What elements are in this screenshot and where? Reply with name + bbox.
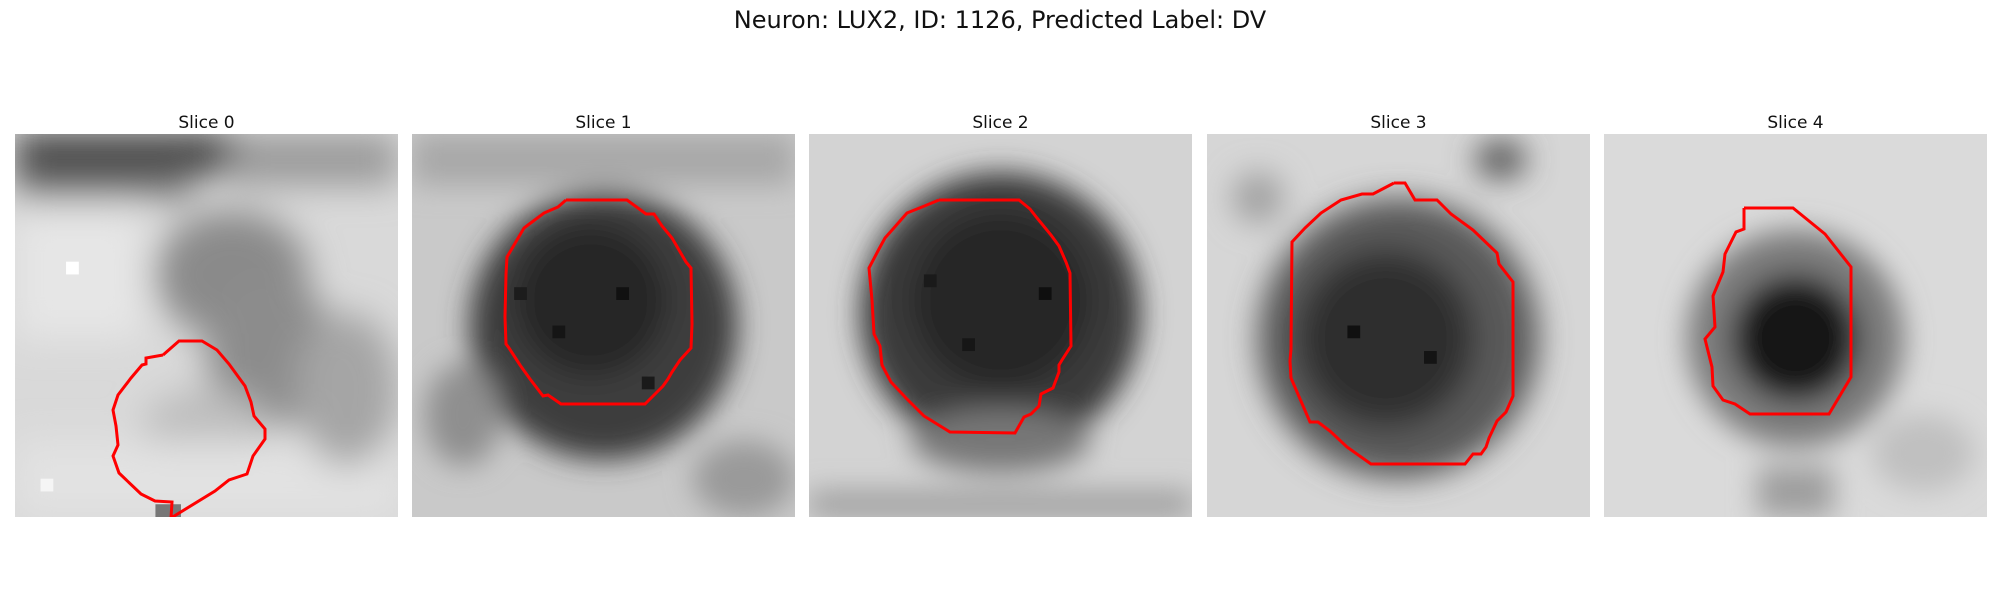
slice-title: Slice 1 (575, 113, 632, 133)
slice-image (412, 134, 795, 517)
slice-title: Slice 2 (972, 113, 1029, 133)
contour-overlay (867, 198, 1073, 435)
contour-overlay (1703, 206, 1853, 416)
slice-title: Slice 3 (1370, 113, 1427, 133)
slice-panel-2: Slice 2 (809, 112, 1192, 517)
slice-title: Slice 4 (1767, 113, 1824, 133)
slice-image (1207, 134, 1590, 517)
slice-panel-1: Slice 1 (412, 112, 795, 517)
slice-panel-4: Slice 4 (1604, 112, 1987, 517)
contour-overlay (111, 339, 267, 517)
slice-image (15, 134, 398, 517)
figure-title: Neuron: LUX2, ID: 1126, Predicted Label:… (733, 6, 1267, 34)
contour-overlay (503, 198, 694, 406)
slice-panel-0: Slice 0 (15, 112, 398, 517)
slice-title: Slice 0 (178, 113, 235, 133)
slice-panel-3: Slice 3 (1207, 112, 1590, 517)
contour-overlay (1288, 181, 1515, 466)
